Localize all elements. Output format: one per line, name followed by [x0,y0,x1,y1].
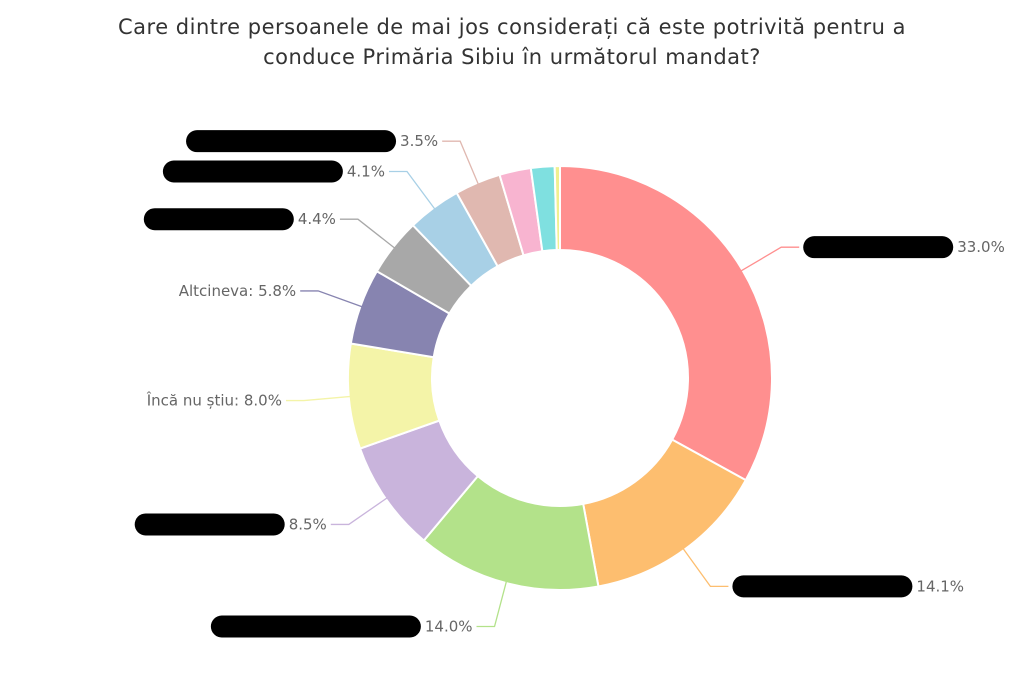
redaction [210,615,421,638]
data-label: 14.1% [916,577,964,595]
redaction [803,236,954,259]
redaction [162,160,343,183]
data-label: 4.1% [347,162,385,180]
leader-line [285,395,351,402]
leader-line [740,246,800,272]
value-label: 3.5% [400,132,438,150]
leader-line [300,290,363,308]
value-label: 14.1% [916,577,964,595]
slice [553,164,561,252]
value-label: 33.0% [957,238,1005,256]
value-label: 8.5% [289,515,327,533]
slice [559,164,773,482]
chart-title: conduce Primăria Sibiu în următorul mand… [263,45,761,69]
leader-line [330,497,388,526]
redaction [134,513,285,536]
leader-line [339,218,396,249]
data-label: 33.0% [957,238,1005,256]
data-label: 8.5% [289,515,327,533]
redaction [732,575,913,598]
category-label: Altcineva [179,281,249,299]
value-label: 4.1% [347,162,385,180]
separator: : [248,281,258,299]
data-label: Altcineva: 5.8% [179,281,296,299]
data-label: Încă nu știu: 8.0% [146,390,282,409]
value-label: 8.0% [244,391,282,409]
value-label: 4.4% [298,210,336,228]
leader-line [476,580,508,628]
leader-line [442,140,480,185]
redaction [186,130,397,153]
data-label: 3.5% [400,132,438,150]
separator: : [234,391,244,409]
value-label: 5.8% [258,281,296,299]
chart-title: Care dintre persoanele de mai jos consid… [118,15,906,39]
category-label: Încă nu știu [146,390,234,409]
data-label: 14.0% [425,617,473,635]
redaction [143,208,294,231]
leader-line [682,547,729,588]
value-label: 14.0% [425,617,473,635]
data-label: 4.4% [298,210,336,228]
leader-line [388,170,436,210]
